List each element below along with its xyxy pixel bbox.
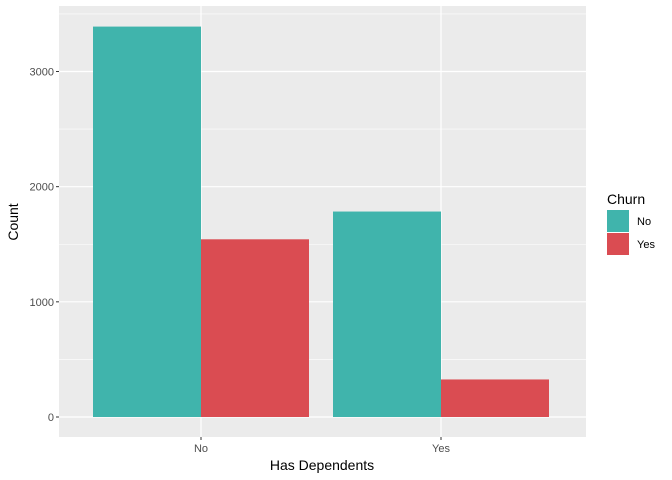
y-tick-label: 0 — [48, 412, 54, 424]
bar — [93, 26, 201, 418]
bar — [333, 211, 441, 417]
x-tick-label: Yes — [432, 443, 450, 455]
bar — [201, 239, 309, 417]
bars — [93, 26, 549, 418]
legend-title: Churn — [607, 191, 645, 207]
legend: Churn No Yes — [607, 191, 655, 255]
y-tick-label: 1000 — [30, 297, 54, 309]
x-axis-title: Has Dependents — [270, 457, 374, 473]
x-tick-label: No — [194, 443, 208, 455]
legend-label: Yes — [637, 239, 655, 251]
y-tick-label: 3000 — [30, 67, 54, 79]
legend-key — [607, 210, 629, 232]
legend-label: No — [637, 216, 651, 228]
x-axis-ticks: No Yes — [194, 437, 450, 455]
y-tick-label: 2000 — [30, 182, 54, 194]
legend-key — [607, 233, 629, 255]
bar — [441, 379, 549, 417]
y-axis-title: Count — [5, 203, 21, 240]
y-axis-ticks: 0 1000 2000 3000 — [30, 67, 59, 424]
